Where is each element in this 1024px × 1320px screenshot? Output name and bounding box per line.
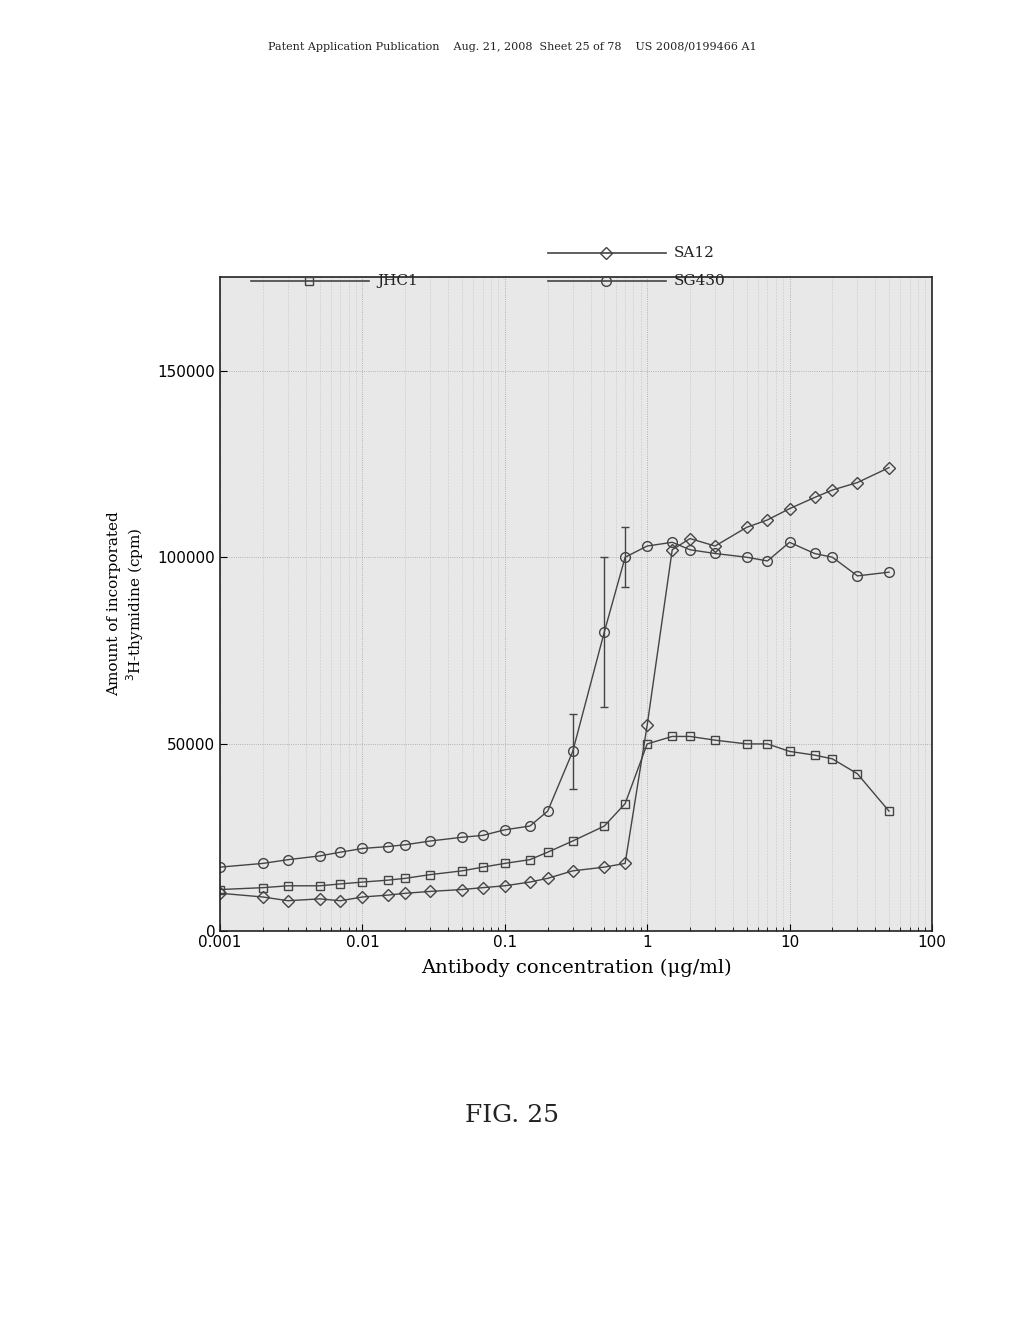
JHC1 [399,870,412,886]
SG430 [542,803,554,818]
JHC1 [214,882,226,898]
SA12 [399,886,412,902]
SA12 [214,886,226,902]
Text: SA12: SA12 [674,247,715,260]
Line: JHC1: JHC1 [216,733,893,894]
SG430 [808,545,820,561]
SG430 [257,855,269,871]
SG430 [381,838,393,854]
JHC1 [883,803,895,818]
SG430 [883,564,895,579]
SG430 [214,859,226,875]
SG430 [334,845,346,861]
Text: FIG. 25: FIG. 25 [465,1104,559,1127]
Text: Patent Application Publication    Aug. 21, 2008  Sheet 25 of 78    US 2008/01994: Patent Application Publication Aug. 21, … [267,42,757,53]
SA12 [666,541,678,557]
SA12 [334,892,346,908]
Text: JHC1: JHC1 [377,275,418,288]
SA12 [618,855,631,871]
JHC1 [598,818,610,834]
JHC1 [761,737,773,752]
SA12 [381,887,393,903]
SG430 [709,545,721,561]
SA12 [566,863,579,879]
JHC1 [523,851,536,867]
SA12 [851,475,863,491]
SA12 [356,890,369,906]
SG430 [499,822,511,838]
SA12 [826,482,839,498]
JHC1 [666,729,678,744]
SA12 [424,883,436,899]
SG430 [851,568,863,583]
JHC1 [282,878,294,894]
Text: SG430: SG430 [674,275,726,288]
SA12 [598,859,610,875]
SG430 [476,828,488,843]
SA12 [499,878,511,894]
SG430 [282,851,294,867]
JHC1 [709,733,721,748]
SG430 [740,549,753,565]
X-axis label: Antibody concentration (μg/ml): Antibody concentration (μg/ml) [421,958,731,977]
JHC1 [566,833,579,849]
JHC1 [851,766,863,781]
SA12 [783,500,796,516]
JHC1 [808,747,820,763]
SG430 [618,549,631,565]
JHC1 [542,845,554,861]
SG430 [313,847,326,863]
SG430 [456,829,468,845]
SA12 [542,870,554,886]
SG430 [666,535,678,550]
SA12 [709,539,721,554]
JHC1 [257,879,269,895]
SA12 [282,892,294,908]
SA12 [761,512,773,528]
JHC1 [313,878,326,894]
JHC1 [641,737,653,752]
JHC1 [356,874,369,890]
SA12 [476,879,488,895]
SA12 [684,531,696,546]
SA12 [523,874,536,890]
Y-axis label: Amount of incorporated
$^3$H-thymidine (cpm): Amount of incorporated $^3$H-thymidine (… [108,512,146,696]
SG430 [399,837,412,853]
SA12 [313,891,326,907]
JHC1 [783,743,796,759]
SA12 [257,890,269,906]
SA12 [456,882,468,898]
JHC1 [381,873,393,888]
JHC1 [456,863,468,879]
SA12 [641,717,653,733]
Line: SA12: SA12 [216,463,893,906]
SA12 [883,459,895,475]
SG430 [761,553,773,569]
JHC1 [334,876,346,892]
JHC1 [499,855,511,871]
SG430 [424,833,436,849]
SG430 [783,535,796,550]
SG430 [598,624,610,640]
JHC1 [618,796,631,812]
SG430 [641,539,653,554]
JHC1 [476,859,488,875]
SA12 [740,520,753,536]
SG430 [684,541,696,557]
JHC1 [826,751,839,767]
JHC1 [740,737,753,752]
SG430 [523,818,536,834]
SG430 [356,841,369,857]
SG430 [566,743,579,759]
Line: SG430: SG430 [215,537,894,873]
SG430 [826,549,839,565]
JHC1 [424,867,436,883]
JHC1 [684,729,696,744]
SA12 [808,490,820,506]
